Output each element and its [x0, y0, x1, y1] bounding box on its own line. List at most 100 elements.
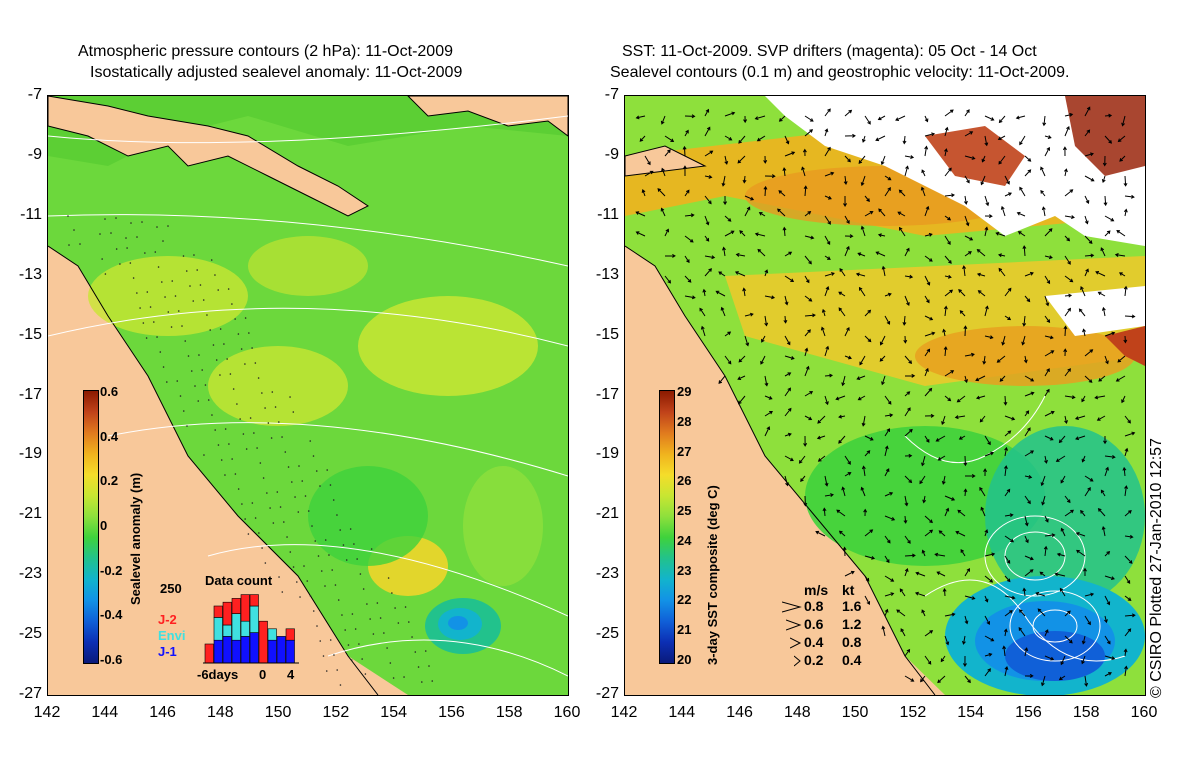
reef-dot [266, 492, 268, 494]
velocity-arrow [998, 155, 1006, 165]
reef-dot [291, 481, 293, 483]
velocity-arrow [1101, 306, 1106, 317]
velocity-arrow [963, 488, 968, 497]
velocity-arrow [935, 435, 946, 442]
velocity-arrow [742, 175, 747, 184]
velocity-arrow [844, 570, 855, 577]
reef-dot [219, 328, 222, 330]
velocity-arrow [975, 375, 986, 382]
velocity-arrow [1124, 555, 1133, 564]
velocity-arrow [803, 495, 808, 507]
reef-dot [284, 451, 287, 453]
reef-dot [228, 443, 230, 445]
velocity-arrow [641, 189, 646, 197]
velocity-arrow [734, 271, 746, 277]
velocity-arrow [1024, 535, 1029, 544]
velocity-arrow [1044, 455, 1048, 464]
reef-dot [329, 639, 332, 641]
velocity-arrow [1095, 270, 1106, 277]
velocity-arrow [1081, 455, 1086, 463]
velocity-arrow [984, 552, 996, 557]
velocity-arrow [1021, 335, 1026, 346]
velocity-arrow [739, 230, 746, 237]
velocity-arrow [1104, 635, 1111, 645]
velocity-arrow [804, 329, 811, 337]
velocity-arrow [997, 135, 1006, 141]
reef-dot [320, 570, 323, 572]
velocity-arrow [955, 530, 966, 537]
reef-dot [359, 573, 362, 575]
velocity-arrow [1100, 247, 1106, 257]
velocity-arrow [944, 126, 949, 137]
velocity-arrow [904, 553, 916, 558]
velocity-arrow [1124, 194, 1135, 199]
velocity-arrow [924, 145, 929, 157]
reef-dot [333, 654, 335, 656]
reef-dot [162, 366, 165, 368]
velocity-arrow [844, 234, 854, 239]
data-count-bar-j2 [240, 594, 250, 622]
reef-dot [99, 233, 101, 235]
velocity-arrow [984, 668, 991, 677]
velocity-arrow [1044, 629, 1049, 637]
reef-dot [104, 273, 107, 275]
velocity-arrow [660, 115, 666, 125]
velocity-arrow [861, 135, 866, 143]
velocity-arrow [824, 373, 834, 378]
reef-dot [130, 222, 132, 224]
velocity-arrow [864, 309, 872, 317]
velocity-arrow [1075, 435, 1086, 441]
velocity-arrow [1080, 286, 1086, 297]
reef-dot [256, 447, 258, 449]
data-count-x-label: -6days [197, 667, 239, 682]
reef-dot [197, 400, 200, 402]
x-label-right: 142 [610, 704, 638, 721]
reef-dot [104, 218, 106, 220]
velocity-ms-value: 0.6 [804, 616, 824, 632]
reef-dot [324, 585, 326, 587]
reef-dot [136, 236, 138, 238]
reef-dot [279, 506, 282, 508]
reef-dot [324, 539, 327, 541]
velocity-arrow [836, 509, 846, 517]
reef-dot [278, 421, 280, 423]
sealevel-anomaly-map[interactable] [47, 95, 569, 696]
velocity-arrow [704, 150, 714, 157]
velocity-arrow [964, 474, 976, 478]
reef-dot [331, 569, 334, 571]
reef-dot [271, 391, 274, 393]
velocity-arrow [737, 155, 746, 164]
velocity-arrow [1084, 592, 1095, 597]
left-colorbar-title: Sealevel anomaly (m) [128, 472, 143, 605]
reef-dot [309, 440, 312, 442]
reef-dot [283, 521, 285, 523]
x-label-left: 152 [322, 704, 350, 721]
reef-dot [264, 407, 266, 409]
velocity-arrow [924, 255, 933, 262]
velocity-arrow [1124, 314, 1136, 319]
velocity-arrow [635, 211, 646, 217]
data-count-legend-item: J-2 [158, 612, 177, 627]
velocity-arrow [964, 567, 970, 577]
velocity-arrow [984, 135, 989, 147]
velocity-arrow [983, 468, 988, 477]
reef-dot [319, 640, 322, 642]
sst-composite-map[interactable] [624, 95, 1146, 696]
velocity-arrow [1064, 215, 1075, 220]
velocity-arrow [1076, 549, 1086, 557]
reef-dot [207, 399, 210, 401]
velocity-kt-value: 1.6 [842, 598, 862, 614]
colorbar-tick-label: 24 [677, 532, 692, 548]
x-label-right: 144 [668, 704, 696, 721]
velocity-arrow [1024, 555, 1034, 561]
velocity-arrow [898, 189, 906, 197]
velocity-arrow [1074, 415, 1086, 420]
reef-dot [350, 659, 353, 661]
velocity-arrow [718, 375, 726, 384]
reef-dot [244, 518, 246, 520]
velocity-arrow [1044, 533, 1056, 538]
velocity-arrow [860, 486, 866, 497]
velocity-arrow [764, 295, 776, 300]
velocity-arrow [1059, 587, 1066, 597]
reef-dot [408, 621, 410, 623]
